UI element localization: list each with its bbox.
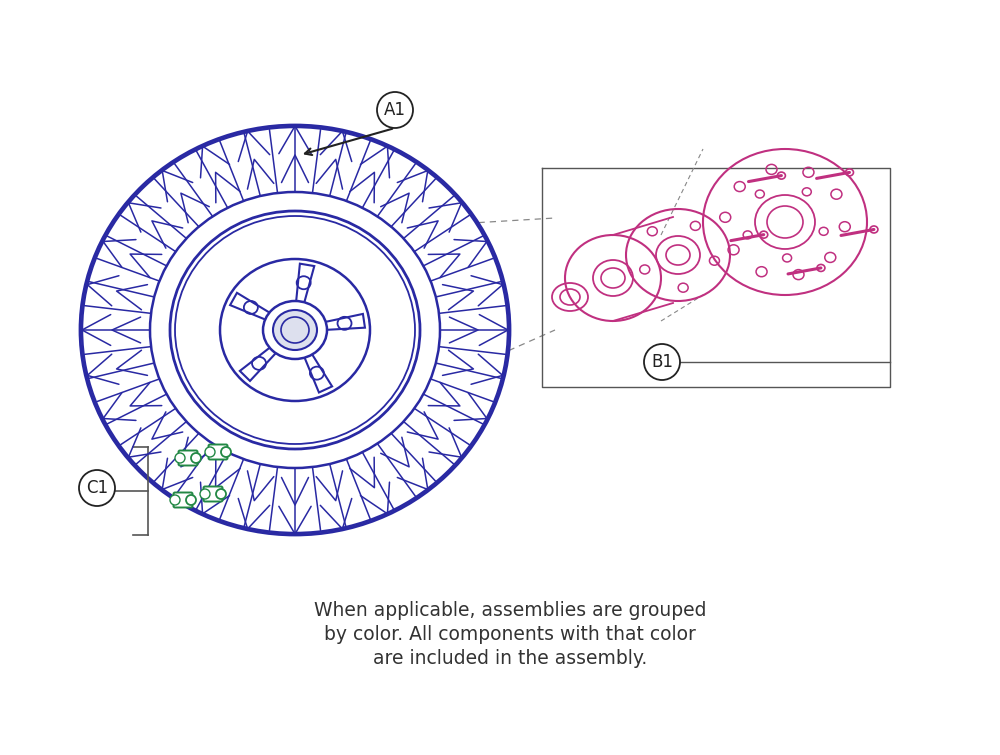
Polygon shape [301,347,332,393]
Ellipse shape [216,489,226,499]
Ellipse shape [263,301,327,359]
Circle shape [644,344,680,380]
Ellipse shape [150,192,440,468]
Text: When applicable, assemblies are grouped: When applicable, assemblies are grouped [314,600,706,620]
Ellipse shape [220,259,370,401]
Ellipse shape [170,211,420,449]
Text: A1: A1 [384,101,406,119]
FancyBboxPatch shape [208,445,228,460]
Ellipse shape [186,495,196,505]
Ellipse shape [175,453,185,463]
Circle shape [377,92,413,128]
Text: by color. All components with that color: by color. All components with that color [324,624,696,643]
Ellipse shape [221,447,231,457]
Circle shape [79,470,115,506]
Ellipse shape [191,453,201,463]
Ellipse shape [205,447,215,457]
Polygon shape [295,263,314,310]
Polygon shape [316,314,365,331]
Polygon shape [230,293,277,323]
FancyBboxPatch shape [204,486,222,501]
Polygon shape [240,342,282,381]
FancyBboxPatch shape [178,451,198,466]
Text: C1: C1 [86,479,108,497]
Ellipse shape [170,495,180,505]
Ellipse shape [273,310,317,350]
Ellipse shape [80,125,510,535]
Ellipse shape [200,489,210,499]
Text: are included in the assembly.: are included in the assembly. [373,649,647,667]
Text: B1: B1 [651,353,673,371]
FancyBboxPatch shape [174,492,192,507]
